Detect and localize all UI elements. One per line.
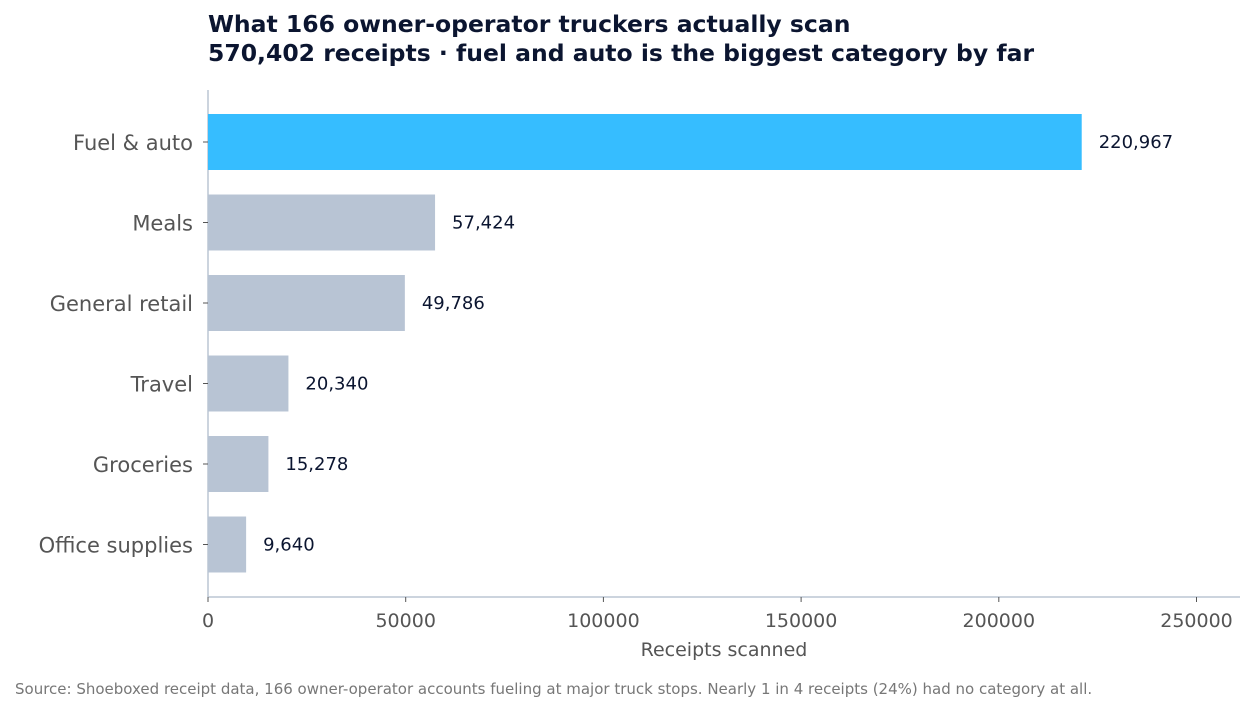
bar-chart: Fuel & auto 220,967 Meals 57,424 General ret…	[39, 90, 1240, 661]
bar-value-label: 9,640	[263, 535, 315, 556]
bar	[208, 194, 436, 251]
x-tick-label: 100000	[567, 610, 640, 632]
y-tick-label: Travel	[130, 373, 193, 397]
x-tick-label: 50000	[375, 610, 435, 632]
x-tick-label: 150000	[765, 610, 838, 632]
y-tick-label: Meals	[132, 212, 193, 236]
source-note: Source: Shoeboxed receipt data, 166 owne…	[15, 680, 1093, 698]
bar-value-label: 57,424	[452, 213, 515, 234]
bar-value-label: 220,967	[1099, 132, 1173, 153]
y-tick-label: Fuel & auto	[73, 131, 193, 155]
bar	[208, 114, 1082, 170]
x-axis-label: Receipts scanned	[641, 639, 808, 661]
y-tick-label: Groceries	[93, 453, 193, 477]
x-tick-label: 0	[202, 610, 214, 632]
bar-value-label: 15,278	[285, 454, 348, 475]
bar	[208, 516, 247, 573]
y-tick-label: Office supplies	[39, 534, 193, 558]
bar-value-label: 20,340	[305, 374, 368, 395]
bar	[208, 436, 269, 492]
bar	[208, 275, 405, 331]
x-tick-label: 250000	[1160, 610, 1233, 632]
title-line-2: 570,402 receipts · fuel and auto is the …	[208, 39, 1035, 67]
bar	[208, 355, 289, 412]
y-tick-label: General retail	[50, 292, 193, 316]
title-line-1: What 166 owner-operator truckers actuall…	[208, 10, 851, 38]
chart-title: What 166 owner-operator truckers actuall…	[208, 10, 1034, 68]
bar-value-label: 49,786	[422, 293, 485, 314]
x-tick-label: 200000	[963, 610, 1036, 632]
